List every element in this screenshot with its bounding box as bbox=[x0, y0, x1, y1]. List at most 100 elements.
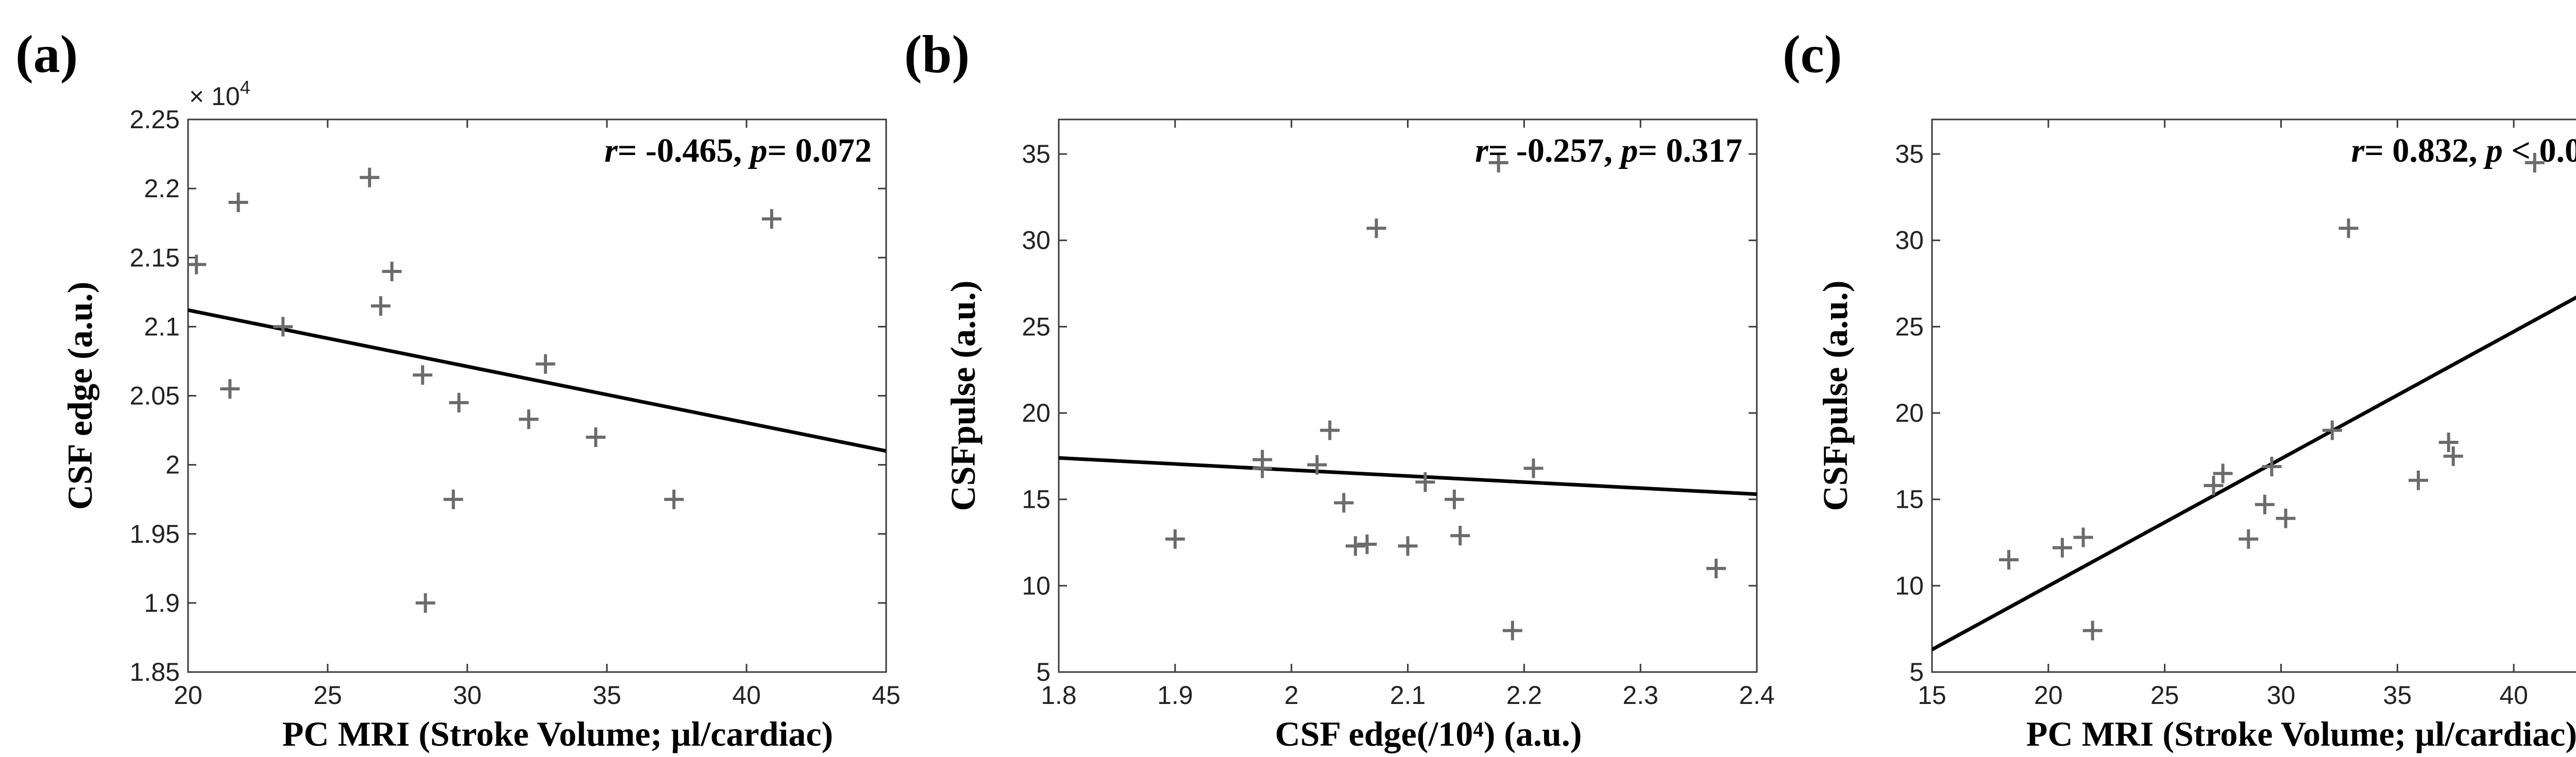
data-point bbox=[1502, 621, 1522, 641]
data-point bbox=[413, 365, 433, 385]
y-tick-label: 15 bbox=[1895, 485, 1924, 514]
p-value: = 0.317 bbox=[1638, 132, 1742, 169]
x-tick-label: 1.8 bbox=[1041, 681, 1077, 710]
data-point bbox=[2438, 433, 2459, 453]
x-tick-label: 2.4 bbox=[1739, 681, 1775, 710]
plot-frame bbox=[187, 118, 887, 673]
chart-panel-2: (b) 1.8 1.9 2 2.1 2.2 2.3 2.4 5 10 15 20 25 30 35 CSF e… bbox=[904, 25, 1775, 753]
y-tick-label: 2.1 bbox=[144, 312, 180, 341]
p-value: = 0.072 bbox=[767, 132, 872, 169]
data-point bbox=[1307, 455, 1327, 475]
data-point bbox=[1334, 493, 1354, 513]
panel-label: (a) bbox=[15, 25, 78, 84]
y-tick-label: 35 bbox=[1022, 140, 1050, 168]
data-points bbox=[188, 167, 782, 613]
data-point bbox=[382, 262, 402, 282]
y-tick-label: 10 bbox=[1895, 571, 1924, 600]
x-tick-label: 30 bbox=[2267, 681, 2296, 710]
x-tick-label: 2.1 bbox=[1390, 681, 1426, 710]
data-point bbox=[2204, 475, 2224, 495]
y-tick-label: 25 bbox=[1022, 312, 1050, 341]
x-tick-label: 2 bbox=[1284, 681, 1299, 710]
data-point bbox=[2082, 621, 2103, 641]
data-point bbox=[2262, 456, 2282, 476]
x-tick-label: 2.3 bbox=[1622, 681, 1658, 710]
x-tick-label: 2.2 bbox=[1506, 681, 1543, 710]
chart-panel-3: (c)152025303540455101520253035PC MRI (St… bbox=[1783, 25, 2576, 753]
data-point bbox=[1450, 526, 1470, 546]
r-value: = -0.465, bbox=[618, 132, 751, 169]
p-value: < 0.001 bbox=[2503, 132, 2576, 169]
chart-panel-1: (a) 20 25 30 35 40 45 1.85 1.9 1.95 2 2.05 2.1 2.15 2.… bbox=[15, 25, 901, 753]
data-point bbox=[1398, 536, 1418, 556]
data-points bbox=[1165, 152, 1726, 641]
data-point bbox=[1706, 558, 1726, 578]
x-tick-label: 35 bbox=[592, 681, 621, 710]
data-point bbox=[449, 392, 469, 412]
data-point bbox=[761, 209, 782, 229]
y-tick-label: 30 bbox=[1895, 226, 1924, 255]
x-axis-title: CSF edge(/10⁴) (a.u.) bbox=[1275, 714, 1582, 753]
panel-label: (c) bbox=[1783, 25, 1842, 84]
data-point bbox=[1415, 472, 1435, 492]
data-point bbox=[1366, 218, 1386, 238]
x-tick-label: 45 bbox=[872, 681, 901, 710]
x-tick-label: 25 bbox=[2150, 681, 2179, 710]
panel-label: (b) bbox=[904, 25, 970, 84]
y-tick-label: 2.15 bbox=[130, 243, 180, 272]
data-point bbox=[360, 167, 380, 187]
data-point bbox=[586, 427, 606, 447]
x-axis-title: PC MRI (Stroke Volume; µl/cardiac) bbox=[2026, 714, 2576, 753]
y-tick-label: 30 bbox=[1022, 226, 1050, 255]
y-tick-label: 2.2 bbox=[144, 174, 180, 203]
r-value: = -0.257, bbox=[1488, 132, 1621, 169]
y-tick-label: 15 bbox=[1022, 485, 1050, 514]
plot-frame bbox=[1931, 118, 2576, 673]
r-symbol: r bbox=[2351, 132, 2365, 169]
data-point bbox=[2443, 446, 2463, 466]
data-point bbox=[2276, 508, 2296, 528]
data-point bbox=[2073, 527, 2093, 547]
data-point bbox=[1345, 536, 1365, 556]
p-symbol: p bbox=[1618, 132, 1638, 169]
data-point bbox=[220, 379, 240, 399]
data-point bbox=[2524, 152, 2545, 173]
data-point bbox=[1252, 458, 1273, 478]
correlation-annotation: r= -0.257, p= 0.317 bbox=[1475, 132, 1742, 169]
r-symbol: r bbox=[1475, 132, 1489, 169]
x-tick-label: 25 bbox=[313, 681, 342, 710]
x-tick-label: 20 bbox=[2034, 681, 2063, 710]
data-point bbox=[2239, 529, 2259, 549]
y-tick-label: 2.25 bbox=[130, 105, 180, 134]
data-point bbox=[443, 489, 463, 509]
p-symbol: p bbox=[748, 132, 767, 169]
y-axis-title: CSF edge (a.u.) bbox=[60, 282, 99, 510]
x-axis-title: PC MRI (Stroke Volume; µl/cardiac) bbox=[282, 714, 833, 753]
data-point bbox=[1523, 458, 1544, 478]
data-point bbox=[1165, 529, 1185, 549]
data-point bbox=[1357, 534, 1377, 554]
data-point bbox=[535, 354, 555, 374]
y-tick-label: 25 bbox=[1895, 312, 1924, 341]
y-tick-label: 1.85 bbox=[130, 658, 180, 686]
data-point bbox=[2052, 538, 2072, 558]
data-point bbox=[1320, 420, 1340, 440]
y-tick-label: 2 bbox=[165, 451, 180, 479]
y-tick-label: 5 bbox=[1036, 658, 1050, 686]
x-tick-label: 40 bbox=[732, 681, 761, 710]
data-point bbox=[188, 254, 207, 274]
y-tick-label: 2.05 bbox=[130, 382, 180, 410]
y-tick-label: 10 bbox=[1022, 571, 1050, 600]
r-symbol: r bbox=[604, 132, 618, 169]
data-points bbox=[1999, 152, 2545, 641]
y-tick-label: 1.9 bbox=[144, 589, 180, 617]
y-tick-label: 20 bbox=[1895, 399, 1924, 427]
correlation-annotation: r= 0.832, p < 0.001 bbox=[2351, 132, 2576, 169]
data-point bbox=[1444, 489, 1464, 509]
data-point bbox=[2408, 470, 2428, 490]
regression-line bbox=[188, 308, 886, 453]
r-value: = 0.832, bbox=[2364, 132, 2486, 169]
data-point bbox=[519, 409, 539, 429]
data-point bbox=[2338, 218, 2359, 238]
